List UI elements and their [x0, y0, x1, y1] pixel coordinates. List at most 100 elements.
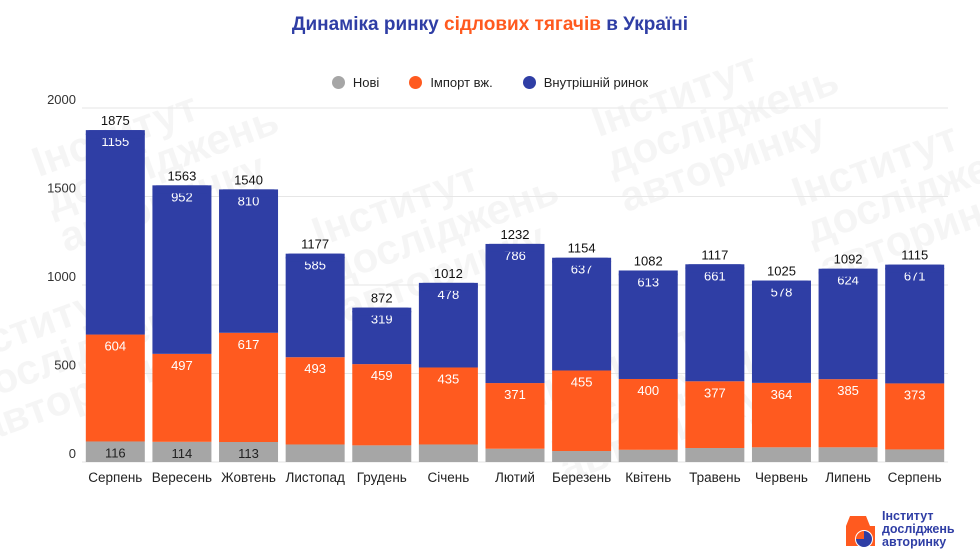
bar-segment — [618, 449, 678, 462]
bar-segment — [85, 441, 145, 462]
bar-segment — [352, 364, 412, 446]
chart-title: Динаміка ринку сідлових тягачів в Україн… — [0, 14, 980, 36]
chart-title-part: Динаміка ринку — [291, 14, 444, 35]
logo-line: Інститут — [882, 509, 934, 523]
bar-segment — [418, 282, 478, 368]
bar-segment — [552, 451, 612, 462]
x-tick-label: Лютий — [495, 470, 535, 485]
bar-segment — [285, 444, 345, 462]
bar-cap — [85, 130, 145, 139]
x-tick-label: Квітень — [625, 470, 671, 485]
bar-segment — [152, 441, 212, 462]
bar-segment — [485, 448, 545, 462]
data-label: 435 — [438, 371, 460, 386]
bar-segment — [751, 280, 811, 383]
x-tick-label: Жовтень — [221, 470, 276, 485]
total-label: 872 — [371, 291, 393, 306]
total-label: 1875 — [101, 113, 130, 128]
bar-segment — [885, 383, 945, 450]
bar-cap — [685, 264, 745, 273]
bar-cap — [552, 257, 612, 266]
chart-title-part: в Україні — [600, 14, 689, 35]
x-tick-label: Листопад — [285, 470, 345, 485]
data-label: 364 — [771, 387, 793, 402]
data-label: 459 — [371, 368, 393, 383]
total-label: 1232 — [501, 227, 530, 242]
logo: Інститут досліджень авторинку — [842, 508, 972, 554]
bar-segment — [352, 445, 412, 462]
bar-segment — [618, 378, 678, 450]
data-label: 493 — [304, 361, 326, 376]
bar-cap — [285, 253, 345, 262]
total-label: 1177 — [301, 237, 329, 252]
total-label: 1117 — [701, 247, 728, 262]
x-tick-label: Грудень — [357, 470, 407, 485]
legend-marker — [522, 76, 536, 89]
bar-segment — [485, 243, 545, 384]
x-tick-label: Серпень — [888, 470, 942, 485]
logo-line: досліджень — [882, 522, 955, 536]
bar-segment — [152, 353, 212, 442]
bar-cap — [751, 280, 811, 289]
bar-segment — [219, 332, 279, 442]
y-tick-label: 0 — [69, 446, 76, 461]
bar-segment — [418, 367, 478, 445]
y-tick-label: 2000 — [47, 92, 76, 107]
bar-segment — [219, 189, 279, 333]
bar-cap — [152, 185, 212, 194]
bar-cap — [485, 243, 545, 252]
data-label: 617 — [238, 337, 260, 352]
bar-segment — [751, 382, 811, 448]
bar-cap — [618, 270, 678, 279]
legend-label: Внутрішній ринок — [543, 75, 649, 90]
total-label: 1154 — [568, 241, 596, 256]
bar-cap — [352, 307, 412, 316]
y-tick-label: 500 — [54, 358, 76, 373]
bar-segment — [352, 307, 412, 365]
bar-segment — [285, 253, 345, 358]
data-label: 604 — [104, 339, 126, 354]
car-pie-icon — [846, 516, 875, 548]
legend-marker — [331, 76, 345, 89]
bar-segment — [685, 381, 745, 449]
bar-segment — [818, 268, 878, 380]
total-label: 1092 — [834, 252, 863, 267]
total-label: 1540 — [234, 172, 263, 187]
bar-segment — [618, 270, 678, 379]
total-label: 1563 — [167, 168, 196, 183]
bar-cap — [885, 264, 945, 273]
bar-cap — [219, 189, 279, 198]
x-tick-label: Січень — [427, 470, 469, 485]
bar-segment — [685, 448, 745, 462]
bar-segment — [485, 383, 545, 449]
bar-cap — [418, 282, 478, 291]
legend-label: Нові — [352, 75, 380, 90]
total-label: 1115 — [901, 248, 928, 263]
data-label: 455 — [571, 374, 593, 389]
data-label: 497 — [171, 358, 193, 373]
bar-segment — [751, 447, 811, 462]
x-tick-label: Березень — [552, 470, 611, 485]
data-label: 114 — [172, 446, 193, 461]
bar-segment — [885, 449, 945, 462]
total-label: 1025 — [767, 264, 796, 279]
logo-text: Інститут досліджень авторинку — [882, 510, 955, 549]
stacked-bar-chart: 050010001500200011660411551875Серпень114… — [47, 92, 948, 485]
data-label: 377 — [704, 385, 726, 400]
chart-title-highlight: сідлових тягачів — [444, 14, 601, 35]
legend-label: Імпорт вж. — [430, 75, 493, 90]
x-tick-label: Липень — [825, 470, 871, 485]
total-label: 1012 — [434, 266, 463, 281]
bar-segment — [152, 185, 212, 354]
bar-cap — [818, 268, 878, 277]
bar-segment — [85, 130, 145, 335]
data-label: 400 — [637, 383, 659, 398]
data-label: 385 — [837, 383, 859, 398]
data-label: 373 — [904, 387, 926, 402]
data-label: 113 — [238, 446, 259, 461]
bar-segment — [85, 334, 145, 442]
y-tick-label: 1000 — [47, 269, 76, 284]
legend-item-import: Імпорт вж. — [409, 75, 493, 90]
bar-segment — [552, 257, 612, 371]
